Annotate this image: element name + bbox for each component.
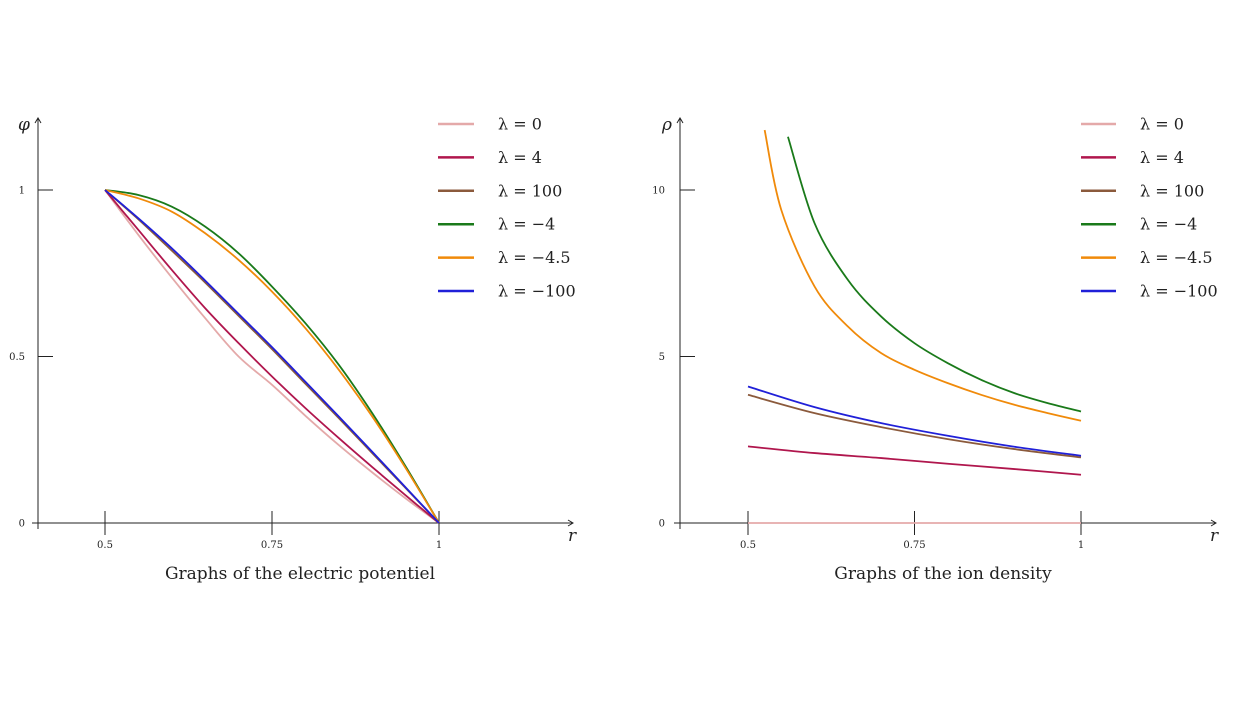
x-tick-label: 0.5 [740,540,756,551]
series-line-5 [104,189,440,524]
y-axis-label: ρ [661,115,672,135]
series-line-1 [104,189,440,524]
legend-label: λ = −4 [498,215,555,234]
legend-label: λ = −4 [1140,215,1197,234]
x-tick-label: 1 [436,540,442,551]
series-line-2 [747,445,1082,476]
y-tick-label: 0 [659,519,665,530]
x-axis-arrow [567,519,574,527]
series-line-5 [763,129,1082,422]
legend-label: λ = 0 [1140,115,1184,134]
series-line-4 [787,136,1082,413]
y-axis-label: φ [18,115,30,135]
chart-caption: Graphs of the electric potentiel [165,564,435,584]
y-axis-arrow [676,117,684,124]
x-axis-arrow [1210,519,1217,527]
x-axis-label: r [1210,526,1219,546]
y-axis-arrow [34,117,42,124]
series-line-6 [747,385,1082,457]
legend-label: λ = −100 [498,282,576,301]
legend-label: λ = 100 [1140,181,1204,200]
series-line-3 [104,189,440,524]
y-tick-label: 10 [652,186,665,197]
legend-label: λ = −100 [1140,282,1218,301]
legend-label: λ = 0 [498,115,542,134]
y-tick-label: 1 [19,186,25,197]
chart-caption: Graphs of the ion density [834,564,1052,584]
legend-label: λ = −4.5 [1140,248,1213,267]
x-axis-label: r [568,526,577,546]
series-line-6 [104,189,440,524]
x-tick-label: 0.75 [261,540,283,551]
series-line-2 [104,189,440,524]
x-tick-label: 1 [1078,540,1084,551]
legend-label: λ = 4 [498,148,542,167]
legend-label: λ = 4 [1140,148,1184,167]
chart-1: r φ 0.5 0.75 1 0 0.5 1 λ = 0 λ = 4 λ = 100 λ = −4 λ … [9,115,577,585]
x-tick-label: 0.75 [903,540,925,551]
y-tick-label: 0.5 [9,352,25,363]
legend-label: λ = 100 [498,181,562,200]
y-tick-label: 0 [19,519,25,530]
x-tick-label: 0.5 [97,540,113,551]
y-tick-label: 5 [659,352,665,363]
legend-label: λ = −4.5 [498,248,571,267]
series-line-4 [104,189,440,524]
series-line-3 [747,393,1082,459]
